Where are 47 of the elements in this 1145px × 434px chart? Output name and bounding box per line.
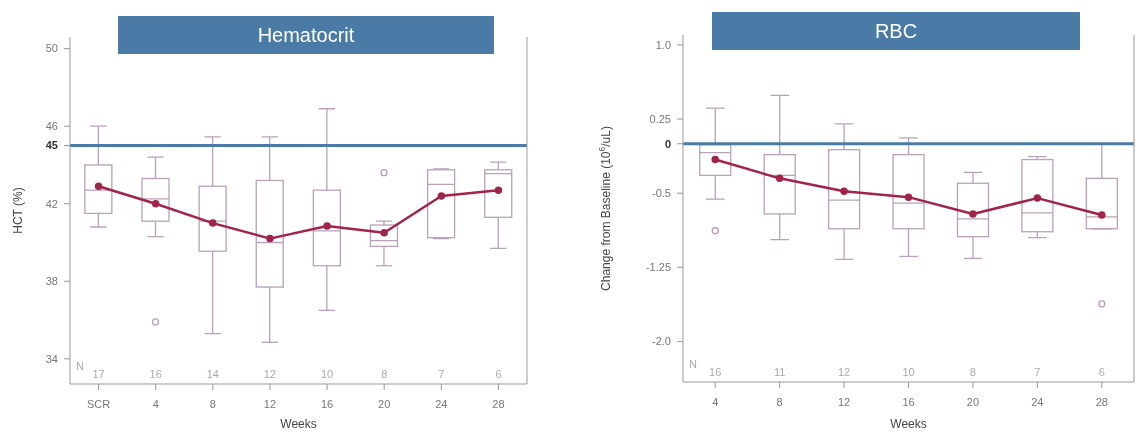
annotation: 10 <box>902 366 915 378</box>
x-axis-title: Weeks <box>890 417 927 431</box>
x-tick-label: 12 <box>263 397 277 410</box>
y-tick-label: 1.0 <box>655 38 671 51</box>
x-tick-label: 8 <box>776 395 783 408</box>
y-tick-label: 45 <box>45 139 58 152</box>
x-tick-label: 4 <box>152 397 159 410</box>
annotation: N <box>76 360 85 372</box>
x-tick-label: 28 <box>492 397 505 410</box>
annotation: 14 <box>206 368 219 380</box>
y-tick-label: 50 <box>45 42 58 55</box>
annotation: 11 <box>773 366 786 378</box>
annotation: 8 <box>381 368 388 380</box>
annotation: 16 <box>709 366 722 378</box>
annotation: 7 <box>1034 366 1041 378</box>
annotation: 10 <box>320 368 334 380</box>
annotation: 6 <box>495 368 502 380</box>
annotation: 12 <box>263 368 277 380</box>
x-tick-label: 20 <box>966 395 980 408</box>
y-tick-label: -2.0 <box>652 335 671 348</box>
y-tick-label: 46 <box>45 120 58 133</box>
y-tick-label: 42 <box>45 197 58 210</box>
annotation: 16 <box>149 368 162 380</box>
x-tick-label: 12 <box>837 395 851 408</box>
x-tick-label: 28 <box>1095 395 1108 408</box>
x-tick-label: 8 <box>209 397 216 410</box>
x-tick-label: 24 <box>1031 395 1044 408</box>
x-tick-label: 24 <box>435 397 448 410</box>
y-tick-label: 34 <box>45 352 58 365</box>
y-axis-title: HCT (%) <box>11 187 25 234</box>
annotation: 7 <box>438 368 445 380</box>
y-tick-label: 0.25 <box>649 112 671 125</box>
y-tick-label: -0.5 <box>652 187 671 200</box>
annotation: 17 <box>92 368 105 380</box>
y-tick-label: -1.25 <box>645 261 671 274</box>
annotation: 12 <box>837 366 851 378</box>
x-tick-label: 16 <box>320 397 334 410</box>
annotation: 8 <box>969 366 976 378</box>
x-axis-title: Weeks <box>280 417 317 431</box>
x-tick-label: 4 <box>712 395 719 408</box>
y-tick-label: 38 <box>45 275 58 288</box>
annotation: 6 <box>1098 366 1105 378</box>
annotation: N <box>689 358 698 370</box>
x-tick-label: 20 <box>378 397 391 410</box>
x-tick-label: 16 <box>902 395 915 408</box>
y-tick-label: 0 <box>664 137 671 150</box>
x-tick-label: SCR <box>86 397 111 410</box>
